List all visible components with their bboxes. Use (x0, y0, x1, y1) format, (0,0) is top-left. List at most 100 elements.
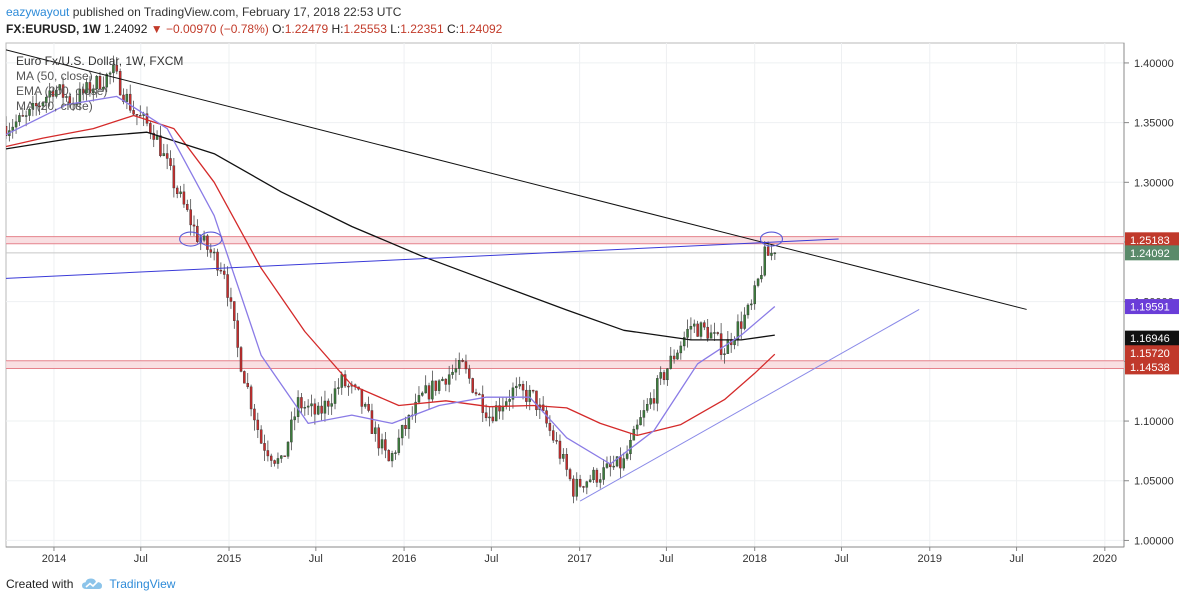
ma20-line (6, 95, 776, 465)
low-value: 1.22351 (400, 22, 444, 36)
candle-down (226, 274, 229, 298)
price-label-box (1125, 330, 1179, 346)
candle-down (219, 269, 223, 272)
candle-down (263, 443, 266, 451)
low-label: L: (390, 22, 401, 36)
candle-down (132, 110, 135, 115)
candle-up (14, 121, 18, 128)
candle-up (407, 415, 411, 430)
footer: Created with TradingView (6, 577, 175, 591)
candle-up (515, 385, 518, 389)
change-value: −0.00970 (−0.78%) (165, 22, 269, 36)
high-value: 1.25553 (343, 22, 387, 36)
candle-up (689, 326, 693, 330)
candle-down (206, 235, 209, 250)
candle-down (243, 371, 246, 384)
candle-up (105, 74, 108, 88)
candle-down (192, 224, 196, 227)
candle-up (686, 328, 689, 338)
candle-up (505, 401, 508, 407)
candle-down (98, 76, 102, 90)
candle-down (652, 398, 656, 404)
x-tick-label: Jul (134, 553, 148, 565)
price-label-box (1125, 359, 1179, 375)
candle-up (750, 303, 753, 306)
candle-up (95, 76, 98, 90)
candle-down (719, 333, 723, 355)
candle-down (68, 96, 72, 104)
ema200-line (6, 131, 775, 341)
y-tick-label: 1.10000 (1134, 416, 1174, 428)
candle-down (51, 90, 55, 97)
candle-down (474, 392, 478, 395)
candle-up (92, 88, 95, 94)
candle-down (165, 153, 169, 159)
candle-up (679, 345, 683, 354)
sr-band (6, 360, 1124, 369)
price-label: 1.14538 (1130, 362, 1170, 374)
candle-down (313, 403, 317, 415)
candle-down (672, 355, 676, 360)
x-tick-label: 2020 (1093, 553, 1117, 565)
candle-down (327, 400, 330, 407)
candle-down (740, 321, 743, 329)
candle-down (61, 84, 65, 98)
published-text: published on TradingView.com, February 1… (72, 5, 402, 19)
candle-up (330, 403, 333, 407)
candle-up (488, 416, 491, 419)
down-arrow-icon: ▼ (150, 22, 163, 36)
candle-down (175, 187, 179, 195)
candle-up (162, 153, 166, 157)
candle-up (743, 314, 746, 329)
candle-up (18, 115, 21, 123)
x-tick-label: 2015 (217, 553, 241, 565)
candle-up (363, 403, 367, 407)
price-chart[interactable]: 1.400001.350001.300001.250001.200001.150… (0, 0, 1182, 570)
tradingview-logo-icon (82, 578, 103, 589)
ma50-line (6, 114, 776, 437)
open-label: O: (272, 22, 285, 36)
candle-up (760, 274, 763, 280)
quote-line: FX:EURUSD, 1W 1.24092 ▼ −0.00970 (−0.78%… (6, 22, 502, 36)
candle-down (343, 374, 347, 387)
candle-up (763, 246, 767, 276)
candle-up (303, 407, 307, 409)
price-label: 1.19591 (1130, 302, 1170, 314)
trendline (6, 49, 1027, 310)
candle-up (437, 380, 441, 391)
candle-down (38, 105, 41, 108)
candle-down (541, 404, 545, 411)
candle-down (619, 456, 622, 469)
candle-down (464, 361, 468, 370)
candle-down (461, 359, 464, 362)
candle-up (451, 371, 454, 375)
candle-up (31, 102, 35, 110)
candle-up (599, 479, 602, 483)
candle-down (444, 378, 448, 385)
y-tick-label: 1.40000 (1134, 58, 1174, 70)
candle-down (578, 478, 582, 487)
candle-up (380, 439, 384, 449)
candle-up (649, 398, 652, 405)
tradingview-link[interactable]: TradingView (109, 577, 176, 591)
x-tick-label: Jul (1010, 553, 1024, 565)
candle-up (390, 453, 394, 462)
author-link[interactable]: eazywayout (6, 5, 70, 19)
candle-up (280, 455, 283, 459)
candle-up (756, 278, 760, 286)
candle-down (239, 347, 243, 372)
candle-down (471, 378, 474, 393)
candle-down (706, 326, 709, 339)
touch-ellipse (759, 231, 784, 247)
candle-down (360, 388, 364, 407)
candle-down (696, 323, 699, 337)
x-tick-label: 2014 (42, 553, 66, 565)
candle-down (521, 384, 525, 391)
candle-up (629, 439, 632, 455)
plot-area (6, 49, 1124, 504)
candle-down (266, 450, 270, 457)
candle-up (286, 441, 290, 457)
candle-up (622, 458, 625, 469)
candle-up (108, 72, 112, 75)
candle-down (377, 427, 380, 449)
